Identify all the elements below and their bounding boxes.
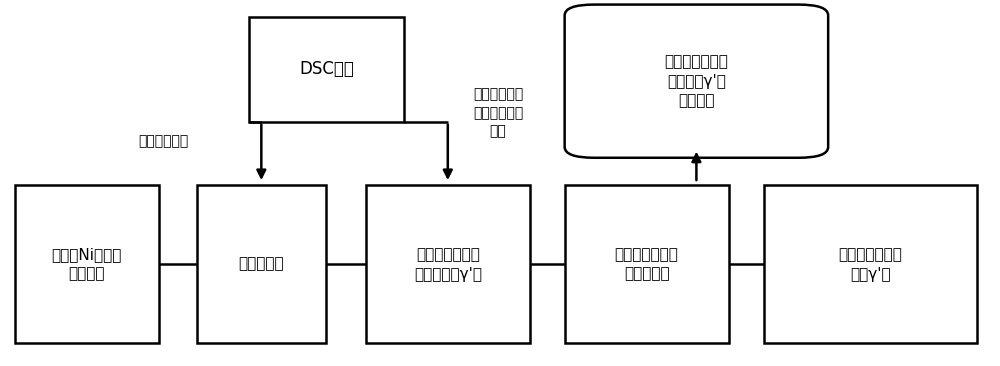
Bar bbox=[197, 185, 326, 343]
Bar bbox=[764, 185, 977, 343]
FancyBboxPatch shape bbox=[565, 5, 828, 158]
Bar bbox=[565, 185, 729, 343]
Bar bbox=[366, 185, 530, 343]
Text: 缓慢冷却至中间
温度预析出γ'相: 缓慢冷却至中间 温度预析出γ'相 bbox=[414, 247, 482, 281]
Bar bbox=[249, 17, 404, 122]
Text: 空冷至室温析出
细小γ'相: 空冷至室温析出 细小γ'相 bbox=[838, 247, 902, 281]
Text: 确定固溶温度: 确定固溶温度 bbox=[139, 135, 189, 149]
Text: DSC测试: DSC测试 bbox=[299, 60, 354, 78]
Text: 控制保温温度和
时间调控γ'相
预析出量: 控制保温温度和 时间调控γ'相 预析出量 bbox=[664, 54, 728, 108]
Text: 保温处理促进锯
齿晶界形成: 保温处理促进锯 齿晶界形成 bbox=[615, 247, 679, 281]
Text: 制备态Ni基粉末
高温合金: 制备态Ni基粉末 高温合金 bbox=[52, 247, 122, 281]
Bar bbox=[15, 185, 159, 343]
Text: 确定一定冷却
速度下的中间
温度: 确定一定冷却 速度下的中间 温度 bbox=[473, 87, 523, 138]
Text: 过固溶保温: 过固溶保温 bbox=[239, 257, 284, 272]
